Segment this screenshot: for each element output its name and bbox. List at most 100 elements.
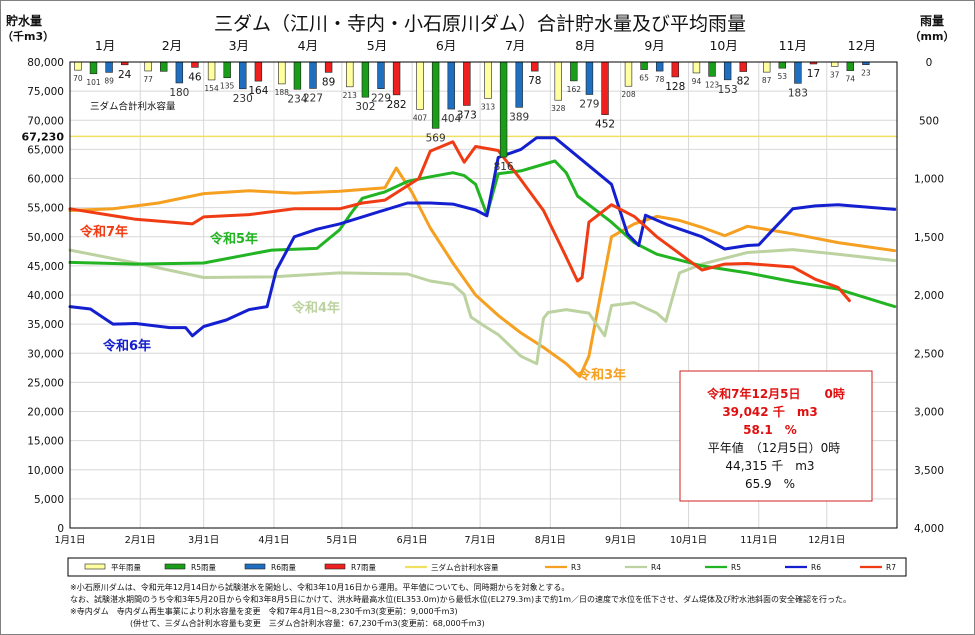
rain-bar-label: 123	[705, 80, 720, 89]
rain-bar-R5雨量	[640, 61, 648, 70]
y-left-tick-label: 55,000	[27, 203, 64, 215]
x-tick-label: 12月1日	[808, 535, 845, 546]
rain-bar-label: 78	[655, 75, 665, 84]
month-top-label: 8月	[575, 38, 595, 53]
x-tick-label: 5月1日	[326, 535, 357, 546]
rain-bar-label: 180	[169, 87, 189, 99]
series-label-R5: 令和5年	[210, 231, 258, 247]
rain-bar-label: 313	[481, 102, 496, 111]
rain-bar-label: 404	[441, 113, 461, 125]
y-right-tick-label: 0	[926, 57, 933, 69]
rain-bar-R5雨量	[431, 61, 440, 129]
x-tick-label: 2月1日	[125, 535, 156, 546]
rain-bar-label: 65	[639, 74, 649, 83]
rain-bar-label: 302	[355, 101, 375, 113]
rain-bar-平年雨量	[484, 61, 492, 99]
month-top-label: 2月	[162, 38, 182, 53]
rain-bar-label: 37	[830, 70, 840, 79]
rain-bar-label: 128	[665, 81, 685, 93]
rain-bar-label: 94	[692, 77, 702, 86]
y-right-tick-label: 4,000	[914, 523, 944, 535]
y-left-tick-label: 35,000	[27, 319, 64, 331]
rain-bar-label: 279	[579, 99, 599, 111]
info-box-frame	[679, 370, 873, 502]
y-left-tick-label: 25,000	[27, 377, 64, 389]
legend-swatch	[324, 563, 346, 570]
rain-bar-R6雨量	[794, 61, 802, 84]
y-left-tick-label: 70,000	[27, 115, 64, 127]
rain-bar-R5雨量	[846, 61, 854, 71]
legend-swatch	[164, 563, 186, 570]
rain-bar-R7雨量	[191, 61, 199, 68]
right-axis-label-line1: 雨量	[920, 14, 944, 28]
rain-bar-label: 208	[621, 90, 636, 99]
rain-bar-平年雨量	[554, 61, 562, 101]
rain-bar-label: 154	[204, 84, 219, 93]
month-top-label: 10月	[709, 38, 737, 53]
rain-bar-label: 135	[220, 82, 235, 91]
storage-line-R7	[68, 140, 851, 303]
y-right-tick-label: 500	[919, 115, 939, 127]
left-axis-label-line2: （千m3）	[2, 29, 54, 43]
rain-bar-label: 569	[426, 132, 446, 144]
rain-bar-label: 452	[595, 119, 615, 131]
chart-title: 三ダム（江川・寺内・小石原川ダム）合計貯水量及び平均雨量	[214, 13, 746, 35]
rain-bar-label: 183	[788, 87, 808, 99]
rain-bar-label: 213	[343, 91, 358, 100]
capacity-name-label: 三ダム合計利水容量	[90, 101, 176, 113]
rain-bar-R6雨量	[447, 61, 455, 110]
y-left-tick-label: 0	[57, 523, 64, 535]
footnote-3: ※寺内ダム 寺内ダム再生事業により利水容量を変更 令和7年4月1日～8,230千…	[70, 606, 458, 616]
month-top-label: 5月	[367, 38, 387, 53]
x-tick-label: 1月1日	[54, 535, 85, 546]
info-normal-percent: 65.9 %	[745, 477, 795, 491]
rain-bar-R5雨量	[89, 61, 98, 75]
x-tick-label: 4月1日	[258, 535, 289, 546]
rain-bar-label: 227	[303, 92, 323, 104]
y-left-tick-label: 75,000	[27, 86, 64, 98]
rain-bar-平年雨量	[416, 61, 424, 110]
footnote-1: ※小石原川ダムは、令和元年12月14日から試験湛水を開始し、令和3年10月16日…	[70, 582, 569, 592]
capacity-line: 67,230 三ダム合計利水容量	[22, 101, 897, 143]
y-left-tick-label: 65,000	[27, 144, 64, 156]
x-tick-label: 6月1日	[397, 535, 428, 546]
rain-bar-R5雨量	[361, 61, 370, 98]
month-top-label: 7月	[505, 38, 525, 53]
axes: 0 5,000 10,000 15,000 20,000 25,000 30,000 35,0…	[27, 38, 944, 546]
legend-label: 三ダム合計利水容量	[431, 562, 499, 572]
footnote-2: なお、試験湛水期間のうち令和3年5月20日から令和3年8月5日にかけて、洪水時最…	[70, 594, 851, 604]
rain-bar-label: 23	[861, 69, 871, 78]
legend-label: R5	[731, 563, 741, 572]
plot-frame	[69, 61, 898, 529]
y-left-tick-label: 30,000	[27, 348, 64, 360]
rain-bar-R7雨量	[463, 61, 471, 106]
y-left-tick-label: 50,000	[27, 232, 64, 244]
rain-bar-平年雨量	[692, 61, 701, 74]
x-tick-label: 7月1日	[465, 535, 496, 546]
series-label-R7: 令和7年	[80, 224, 128, 240]
y-right-tick-label: 2,000	[914, 290, 944, 302]
rain-bar-R7雨量	[531, 61, 539, 72]
rain-bar-label: 328	[551, 104, 566, 113]
rain-bar-R5雨量	[223, 61, 231, 79]
legend-label: R3	[571, 563, 581, 572]
rain-bar-label: 78	[528, 75, 541, 87]
rain-bar-平年雨量	[278, 61, 286, 85]
rain-bar-R6雨量	[515, 61, 523, 108]
rain-bar-label: 816	[494, 161, 514, 173]
rain-bar-R7雨量	[671, 61, 679, 78]
legend-label: 平年雨量	[111, 562, 141, 572]
rain-bar-R6雨量	[377, 61, 385, 89]
month-top-label: 4月	[298, 38, 318, 53]
rain-bar-label: 89	[322, 76, 335, 88]
month-top-label: 9月	[644, 38, 664, 53]
x-tick-label: 8月1日	[535, 535, 566, 546]
rain-bar-R6雨量	[585, 61, 594, 95]
rain-bar-R5雨量	[708, 61, 716, 77]
rain-bar-R5雨量	[570, 61, 578, 82]
rain-bar-label: 188	[275, 88, 290, 97]
